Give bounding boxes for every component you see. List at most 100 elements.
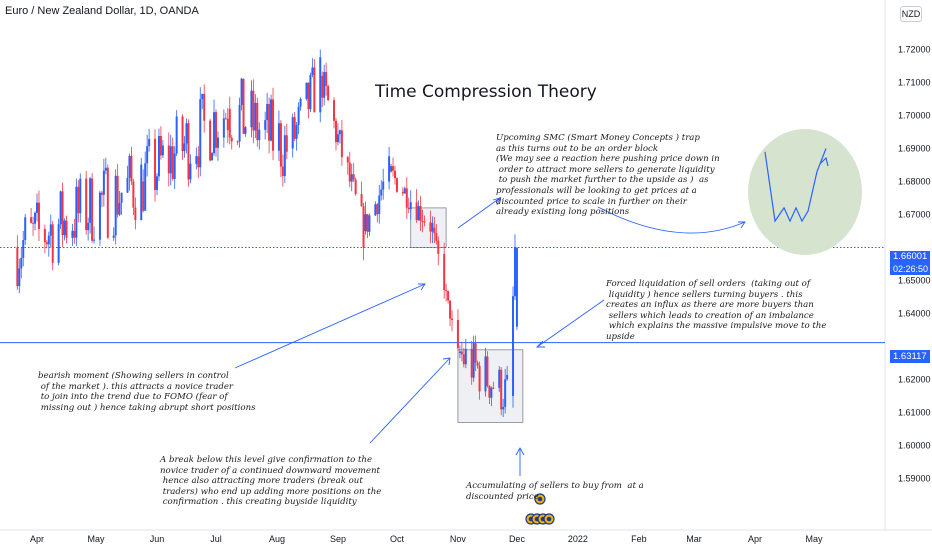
y-tick-label: 1.72000	[898, 45, 931, 55]
candle-body	[256, 102, 259, 141]
avatar-core	[537, 496, 543, 502]
candle	[429, 210, 432, 244]
candle	[419, 196, 422, 231]
candle-body	[112, 235, 115, 238]
candle-body	[502, 406, 505, 410]
current-price-label: 1.66001	[890, 251, 930, 263]
candle	[484, 347, 487, 397]
x-tick-label: Apr	[748, 534, 762, 544]
candle	[154, 129, 157, 202]
x-tick-label: May	[88, 534, 106, 544]
y-tick-label: 1.61000	[898, 408, 931, 418]
candle	[140, 157, 143, 221]
y-tick-label: 1.65000	[898, 276, 931, 286]
candle	[277, 110, 280, 162]
candle-body	[449, 300, 452, 319]
candle	[197, 146, 200, 179]
candle	[256, 97, 259, 147]
candle	[327, 84, 330, 101]
candle-body	[24, 217, 27, 240]
annotation-bearish-moment: bearish moment (Showing sellers in contr…	[38, 371, 256, 413]
order-block-box	[410, 207, 447, 248]
candle-body	[250, 90, 253, 128]
candle	[240, 77, 243, 111]
candle-body	[364, 214, 367, 231]
candle-body	[515, 247, 518, 327]
candle	[43, 224, 46, 254]
candle-body	[460, 351, 463, 355]
candle-body	[197, 156, 200, 168]
y-tick-label: 1.68000	[898, 177, 931, 187]
candle	[61, 182, 64, 248]
candle	[382, 168, 385, 200]
candle-body	[32, 222, 35, 224]
candle-body	[476, 362, 479, 366]
arrow-to-level-break-head	[442, 357, 451, 366]
candle	[130, 147, 133, 186]
candle-body	[226, 118, 229, 131]
candle	[181, 114, 184, 160]
candle-body	[325, 71, 328, 87]
candle	[333, 97, 336, 129]
candle	[392, 157, 395, 177]
candle	[226, 108, 229, 144]
arrow-to-level-break	[369, 357, 451, 444]
candle-body	[216, 137, 219, 148]
candle-body	[181, 116, 184, 152]
candle	[462, 347, 465, 368]
candle	[299, 97, 302, 111]
candle	[216, 131, 219, 161]
candle-body	[360, 194, 363, 207]
candle-body	[435, 233, 438, 241]
candle-body	[295, 125, 298, 139]
arrow-to-bearish-drop	[234, 283, 426, 369]
candle	[183, 136, 186, 158]
candle-body	[321, 75, 324, 98]
candle	[486, 351, 489, 388]
candle	[281, 154, 284, 187]
candle-body	[464, 348, 467, 365]
candle	[451, 310, 454, 332]
x-tick-label: Dec	[509, 534, 526, 544]
candle	[224, 112, 227, 120]
candle	[401, 187, 404, 196]
candle-body	[338, 130, 341, 135]
candle	[319, 49, 322, 123]
candle-body	[512, 296, 515, 396]
candle	[449, 300, 452, 327]
candle-body	[199, 99, 202, 168]
candle	[118, 191, 121, 217]
candle	[380, 180, 383, 201]
candle-body	[175, 116, 178, 154]
candle	[338, 129, 341, 144]
candle	[403, 186, 406, 194]
candle-body	[388, 156, 391, 182]
candle	[346, 155, 349, 175]
candle	[415, 189, 418, 223]
candle-body	[224, 118, 227, 120]
candle	[409, 190, 412, 220]
candle-body	[492, 387, 495, 389]
candle-body	[354, 179, 357, 195]
candle	[100, 190, 103, 207]
candle	[185, 118, 188, 154]
candle	[512, 286, 515, 408]
candle-body	[431, 222, 434, 232]
candle-body	[230, 137, 233, 142]
candle	[423, 215, 426, 227]
candle-body	[513, 246, 516, 297]
candle	[199, 87, 202, 177]
candle-body	[47, 235, 50, 245]
candle	[348, 151, 351, 188]
candle-body	[350, 174, 353, 182]
candle	[187, 119, 190, 187]
candle	[376, 202, 379, 223]
x-tick-label: Oct	[390, 534, 405, 544]
candle-body	[291, 117, 294, 149]
candle-body	[61, 191, 64, 236]
candle	[366, 213, 369, 239]
candle	[126, 165, 129, 193]
currency-badge[interactable]: NZD	[900, 6, 922, 22]
candle-body	[63, 220, 66, 236]
